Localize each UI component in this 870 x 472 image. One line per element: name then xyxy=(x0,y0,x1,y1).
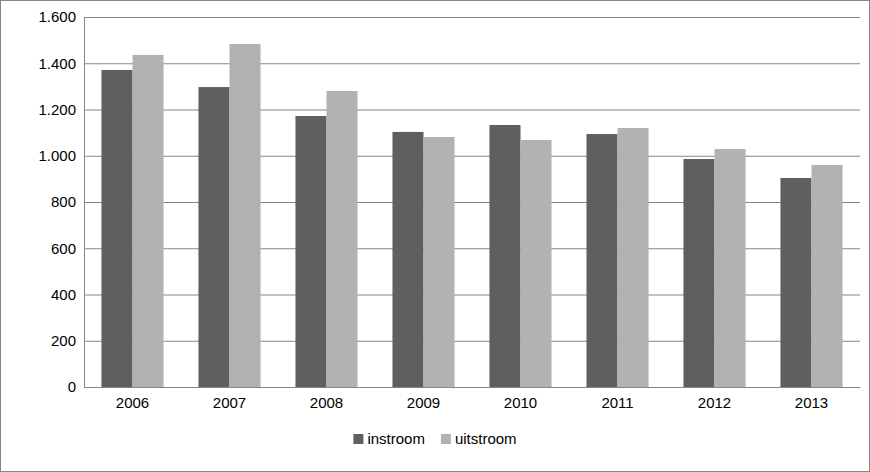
x-tick-label: 2007 xyxy=(213,394,246,411)
bar xyxy=(198,87,229,387)
x-tick: 2006 xyxy=(116,387,149,411)
x-axis: 2006 2007 2008 2009 2010 2011 2012 2013 xyxy=(85,387,861,411)
bar xyxy=(683,159,714,387)
y-tick-label: 0 xyxy=(68,378,76,395)
y-tick: 1.400 xyxy=(38,55,84,72)
bar xyxy=(618,128,649,387)
legend-item: instroom xyxy=(353,430,425,447)
y-tick-label: 1.400 xyxy=(38,55,76,72)
legend-item: uitstroom xyxy=(441,430,517,447)
y-tick-label: 800 xyxy=(51,193,76,210)
bar xyxy=(812,165,843,387)
y-tick: 800 xyxy=(51,193,84,210)
x-tick: 2011 xyxy=(601,387,633,411)
grid-line xyxy=(84,387,860,388)
legend-swatch xyxy=(441,434,451,444)
x-axis-line xyxy=(85,387,861,388)
bar-series xyxy=(101,70,811,387)
y-tick: 200 xyxy=(51,332,84,349)
grid-line xyxy=(84,63,860,64)
bar xyxy=(101,70,132,387)
x-tick-label: 2011 xyxy=(601,394,633,411)
y-axis: 0 200 400 600 800 1.000 1.200 1.400 1.600 xyxy=(38,8,84,395)
bar-series xyxy=(133,44,843,387)
x-tick: 2012 xyxy=(698,387,731,411)
legend-label: uitstroom xyxy=(455,430,517,447)
y-tick-label: 400 xyxy=(51,286,76,303)
y-tick-label: 600 xyxy=(51,240,76,257)
x-tick-label: 2013 xyxy=(795,394,828,411)
legend-swatch xyxy=(353,434,363,444)
bar xyxy=(521,140,552,387)
x-tick: 2007 xyxy=(213,387,246,411)
bar xyxy=(586,134,617,387)
bar xyxy=(424,137,455,387)
bar xyxy=(780,178,811,387)
chart-frame xyxy=(1,1,870,472)
x-tick-label: 2008 xyxy=(310,394,343,411)
bar xyxy=(133,55,164,387)
bar xyxy=(327,91,358,387)
bar xyxy=(392,132,423,387)
y-tick: 1.200 xyxy=(38,101,84,118)
y-tick: 0 xyxy=(68,378,84,395)
y-tick-label: 1.600 xyxy=(38,8,76,25)
y-tick: 600 xyxy=(51,240,84,257)
x-tick-label: 2012 xyxy=(698,394,731,411)
bar xyxy=(295,116,326,387)
legend: instroom uitstroom xyxy=(353,430,516,447)
y-tick-label: 1.200 xyxy=(38,101,76,118)
bar xyxy=(489,125,520,387)
x-tick-label: 2010 xyxy=(504,394,537,411)
y-tick: 1.000 xyxy=(38,147,84,164)
grid-line xyxy=(84,17,860,18)
y-tick-label: 200 xyxy=(51,332,76,349)
chart: 02004006008001.0001.2001.4001.6002006200… xyxy=(0,0,870,472)
y-tick: 1.600 xyxy=(38,8,84,25)
bars xyxy=(101,44,842,387)
x-tick-label: 2006 xyxy=(116,394,149,411)
x-tick: 2013 xyxy=(795,387,828,411)
y-tick-label: 1.000 xyxy=(38,147,76,164)
bar xyxy=(230,44,261,387)
bar xyxy=(715,149,746,387)
x-tick-label: 2009 xyxy=(407,394,440,411)
plot: 02004006008001.0001.2001.4001.6002006200… xyxy=(38,8,860,410)
x-tick: 2010 xyxy=(504,387,537,411)
grid xyxy=(84,18,860,388)
y-tick: 400 xyxy=(51,286,84,303)
x-tick: 2009 xyxy=(407,387,440,411)
legend-label: instroom xyxy=(367,430,425,447)
y-axis-line xyxy=(84,18,85,388)
x-tick: 2008 xyxy=(310,387,343,411)
